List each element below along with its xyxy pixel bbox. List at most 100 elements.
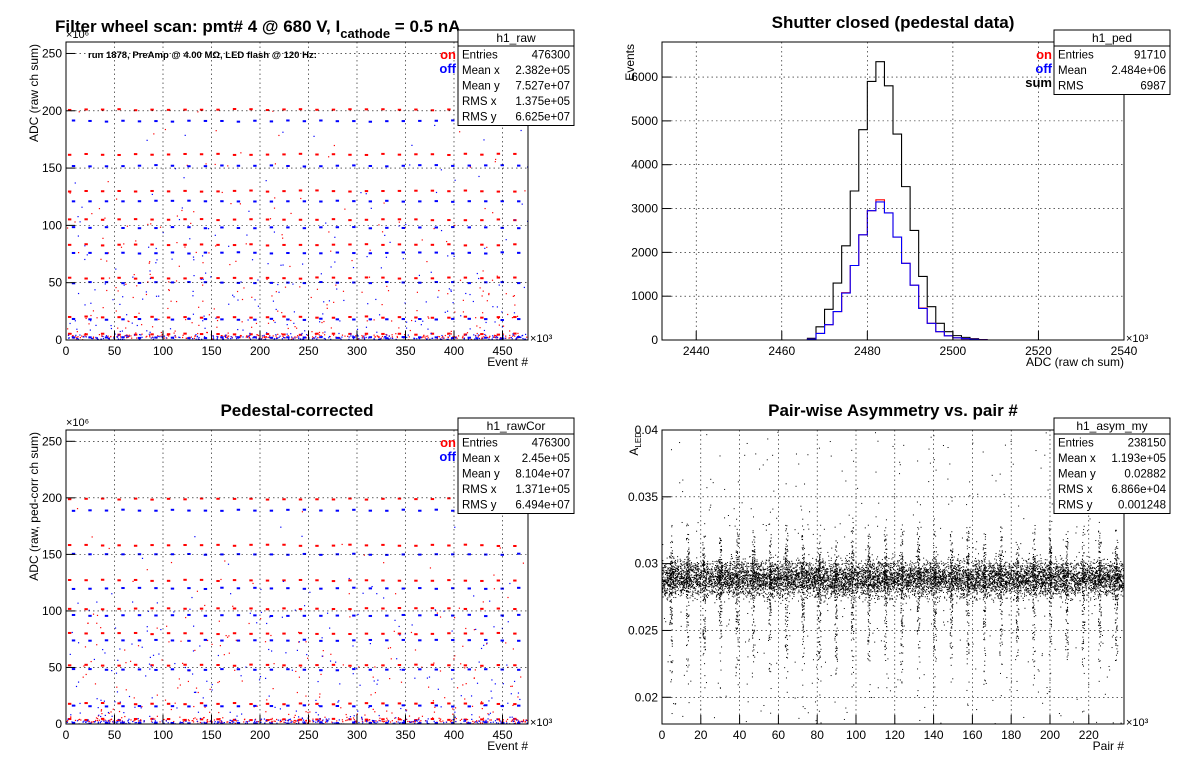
- point: [220, 336, 224, 339]
- point: [821, 576, 823, 578]
- point: [76, 337, 78, 340]
- point: [804, 569, 806, 571]
- point: [364, 544, 369, 547]
- point: [930, 576, 932, 578]
- point: [401, 704, 406, 707]
- point: [971, 578, 973, 580]
- point: [832, 575, 834, 577]
- point: [399, 722, 401, 724]
- point: [779, 561, 781, 563]
- point: [496, 190, 501, 193]
- point: [137, 720, 140, 722]
- point: [282, 498, 286, 501]
- point: [1077, 577, 1079, 579]
- point: [1093, 586, 1095, 588]
- point: [343, 299, 345, 302]
- point: [305, 337, 307, 339]
- point: [517, 332, 519, 335]
- point: [418, 336, 422, 339]
- point: [331, 190, 336, 193]
- point: [681, 591, 683, 593]
- point: [495, 722, 498, 724]
- point: [170, 300, 172, 302]
- point: [889, 573, 891, 575]
- point: [407, 334, 409, 336]
- point: [173, 720, 175, 723]
- point: [348, 702, 352, 705]
- point: [136, 285, 138, 287]
- point: [146, 330, 148, 332]
- point: [487, 713, 489, 715]
- point: [313, 135, 315, 137]
- point: [275, 308, 277, 311]
- point: [175, 280, 178, 282]
- point: [408, 720, 411, 723]
- point: [481, 338, 483, 340]
- point: [482, 312, 484, 314]
- point: [342, 290, 345, 292]
- point: [447, 336, 449, 338]
- point: [1075, 568, 1077, 570]
- point: [455, 337, 457, 339]
- point: [1103, 567, 1105, 569]
- point: [438, 717, 440, 719]
- point: [339, 320, 341, 322]
- point: [517, 692, 520, 694]
- point: [168, 289, 170, 292]
- point: [265, 543, 270, 546]
- point: [989, 594, 991, 596]
- point: [277, 333, 279, 335]
- point: [899, 567, 901, 569]
- point: [298, 608, 303, 611]
- point: [140, 720, 142, 722]
- point: [710, 574, 712, 576]
- point: [71, 226, 76, 229]
- point: [491, 679, 493, 681]
- point: [269, 616, 271, 618]
- point: [177, 687, 179, 689]
- point: [284, 721, 286, 724]
- point: [445, 721, 447, 723]
- point: [381, 664, 385, 667]
- point: [248, 337, 251, 339]
- point: [196, 720, 198, 722]
- point: [199, 108, 204, 111]
- point: [298, 641, 300, 643]
- point: [737, 583, 739, 585]
- point: [517, 251, 521, 254]
- point: [928, 585, 930, 587]
- point: [170, 561, 173, 564]
- point: [876, 576, 878, 578]
- point: [282, 131, 284, 133]
- point: [290, 212, 292, 215]
- x-tick-label-1: 50: [108, 728, 122, 742]
- point: [691, 563, 693, 565]
- point: [484, 333, 486, 336]
- point: [1032, 581, 1034, 583]
- point: [500, 720, 502, 722]
- point: [1067, 590, 1069, 592]
- point: [838, 583, 840, 585]
- point: [690, 586, 692, 588]
- point: [348, 153, 352, 156]
- point: [895, 598, 897, 600]
- point: [886, 560, 888, 562]
- point: [123, 721, 125, 723]
- point: [348, 243, 352, 246]
- point: [331, 332, 336, 335]
- point: [984, 559, 986, 561]
- point: [320, 273, 322, 275]
- point: [133, 703, 138, 706]
- point: [100, 338, 102, 340]
- point: [932, 594, 934, 596]
- point: [319, 317, 323, 320]
- point: [447, 664, 451, 667]
- point: [430, 189, 435, 192]
- point: [391, 720, 393, 722]
- point: [889, 572, 891, 574]
- point: [364, 338, 366, 340]
- point: [331, 703, 336, 706]
- point: [511, 338, 513, 340]
- point: [331, 316, 336, 319]
- point: [376, 593, 378, 595]
